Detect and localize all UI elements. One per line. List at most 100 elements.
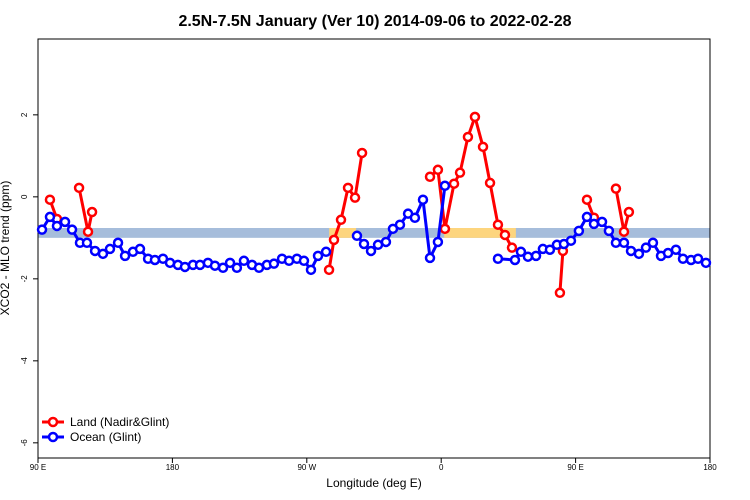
series-point (238, 255, 250, 267)
series-point (454, 167, 466, 178)
series-point (448, 178, 460, 189)
plot-frame (37, 38, 711, 459)
series-point (298, 255, 310, 267)
series-point (506, 242, 518, 253)
series-point (305, 264, 317, 276)
series-point (86, 206, 98, 218)
series-point (581, 211, 593, 223)
series-point (104, 243, 116, 255)
series-point (439, 180, 451, 192)
band (38, 228, 710, 238)
series-point (610, 183, 622, 194)
series-point (596, 216, 608, 228)
legend-marker (47, 431, 59, 443)
series-point (530, 250, 542, 262)
series-point (320, 246, 332, 258)
x-axis-label: Longitude (deg E) (326, 476, 421, 490)
series-point (618, 237, 630, 249)
x-tick-label: 180 (703, 463, 717, 472)
series-line (48, 115, 631, 293)
series-point (209, 260, 221, 271)
series-point (565, 235, 577, 246)
series-point (618, 226, 630, 237)
series-point (424, 252, 436, 264)
legend-marker (47, 416, 59, 428)
series-point (432, 164, 444, 176)
series-point (66, 224, 78, 235)
y-tick-label: 0 (20, 194, 29, 199)
series-point (73, 182, 85, 194)
series-point (477, 141, 489, 153)
series-point (670, 244, 682, 255)
series-point (515, 246, 527, 258)
series-point (522, 251, 534, 262)
series-point (700, 257, 712, 269)
band (444, 228, 516, 238)
series-point (633, 248, 645, 260)
series-point (439, 223, 451, 235)
x-tick-label: 0 (439, 463, 444, 472)
series-point (312, 250, 324, 262)
x-tick-label: 90 E (30, 463, 46, 472)
series-point (323, 264, 335, 276)
series-point (119, 250, 131, 262)
series-point (692, 253, 704, 264)
series-point (509, 254, 521, 266)
series-point (554, 287, 566, 299)
series-point (640, 242, 652, 253)
y-tick-label: -2 (20, 275, 29, 283)
y-axis-label: XCO2 - MLO trend (ppm) (0, 181, 12, 316)
series-point (36, 224, 48, 235)
band (329, 228, 357, 238)
series-point (351, 230, 363, 242)
series-point (231, 262, 243, 274)
series-point (647, 237, 659, 249)
series-point (394, 219, 406, 230)
chart-title: 2.5N-7.5N January (Ver 10) 2014-09-06 to… (178, 13, 571, 30)
series-point (409, 212, 421, 224)
series-point (81, 237, 93, 249)
series-point (432, 236, 444, 248)
series-point (59, 216, 71, 228)
series-point (469, 111, 481, 123)
series-point (623, 206, 635, 218)
series-point (417, 194, 429, 205)
series-point (82, 226, 94, 237)
series-point (134, 243, 146, 255)
y-tick-label: 2 (20, 112, 29, 117)
series-point (603, 225, 615, 237)
x-tick-label: 180 (166, 463, 180, 472)
series-point (484, 177, 496, 189)
series-point (349, 192, 361, 203)
series-point (44, 194, 56, 205)
series-point (424, 171, 436, 183)
series-point (356, 147, 368, 159)
series-point (499, 229, 511, 241)
series-point (149, 254, 161, 266)
x-tick-label: 90 E (567, 463, 583, 472)
series-point (268, 258, 280, 269)
series-point (44, 211, 56, 223)
series-point (677, 253, 689, 264)
series-point (112, 237, 124, 249)
series-point (51, 220, 63, 232)
series-point (380, 236, 392, 248)
series-point (588, 218, 600, 230)
series-point (573, 225, 585, 237)
y-tick-label: -4 (20, 357, 29, 365)
series-point (462, 131, 474, 143)
legend-label: Ocean (Glint) (70, 430, 141, 444)
x-tick-label: 90 W (297, 463, 316, 472)
series-point (342, 182, 354, 194)
series-point (335, 214, 347, 226)
series-point (328, 234, 340, 246)
series-point (217, 262, 229, 274)
series-point (581, 194, 593, 205)
series-point (492, 253, 504, 264)
series-point (544, 244, 556, 255)
series-point (97, 248, 109, 260)
series-point (365, 245, 377, 257)
y-tick-label: -6 (20, 439, 29, 447)
series-point (179, 261, 191, 273)
